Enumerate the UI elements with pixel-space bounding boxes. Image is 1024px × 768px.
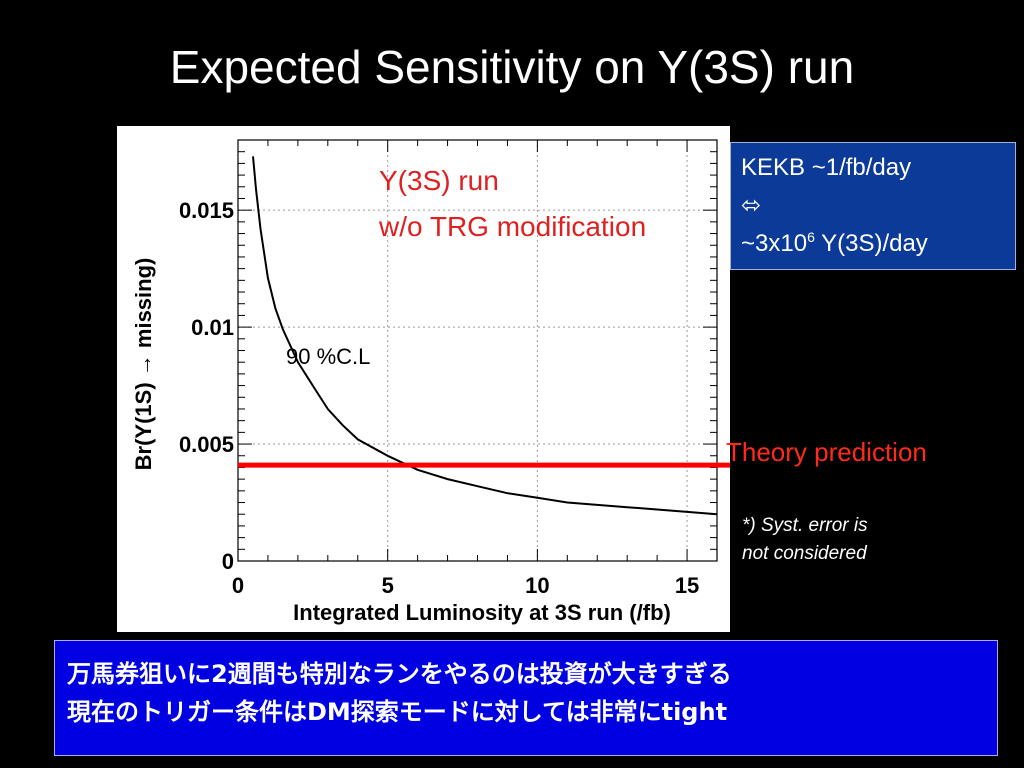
y-tick-label: 0 (222, 549, 234, 574)
x-tick-label: 10 (525, 573, 549, 598)
comment-box: 万馬券狙いに2週間も特別なランをやるのは投資が大きすぎる 現在のトリガー条件はD… (54, 640, 998, 756)
syst-note-line2: not considered (742, 543, 867, 564)
limit-curve (252, 156, 718, 516)
x-tick-label: 15 (675, 573, 699, 598)
x-tick-label: 5 (382, 573, 394, 598)
sensitivity-chart: 0 5 10 15 0 0.005 0.01 0.015 Y(3S) run w/o TRG … (117, 126, 730, 632)
y-axis-label: Br(Υ(1S) → missing) (131, 258, 156, 471)
theory-prediction-label: Theory prediction (726, 437, 927, 467)
info-line-3-exponent: 6 (807, 229, 815, 245)
ticks-layer: 0 5 10 15 0 0.005 0.01 0.015 (179, 139, 718, 598)
info-arrow: ⬄ (741, 192, 762, 219)
syst-note-line1: *) Syst. error is (742, 515, 868, 536)
curve-label: 90 %C.L (286, 344, 370, 369)
info-line-3-prefix: ~3x10 (741, 230, 808, 257)
plot-title-line2: w/o TRG modification (378, 211, 646, 242)
y-tick-label: 0.005 (179, 432, 234, 457)
luminosity-info-box: KEKB ~1/fb/day ⬄ ~3x106 Y(3S)/day (730, 142, 1016, 270)
comment-line1: 万馬券狙いに2週間も特別なランをやるのは投資が大きすぎる (67, 660, 732, 688)
y-tick-label: 0.015 (179, 198, 234, 223)
info-line-1: KEKB ~1/fb/day (741, 154, 912, 181)
x-tick-label: 0 (232, 573, 244, 598)
series-layer (252, 156, 718, 516)
plot-title-line1: Y(3S) run (379, 165, 499, 196)
systematic-error-note: *) Syst. error is not considered (742, 512, 868, 568)
y-tick-label: 0.01 (191, 315, 234, 340)
info-line-3: ~3x106 Y(3S)/day (741, 225, 1005, 263)
info-line-3-suffix: Y(3S)/day (814, 230, 928, 257)
page-title: Expected Sensitivity on Y(3S) run (169, 41, 855, 93)
x-axis-label: Integrated Luminosity at 3S run (/fb) (293, 600, 671, 625)
chart-svg: 0 5 10 15 0 0.005 0.01 0.015 Y(3S) run w/o TRG … (131, 139, 730, 625)
comment-line2: 現在のトリガー条件はDM探索モードに対しては非常にtight (67, 698, 728, 726)
